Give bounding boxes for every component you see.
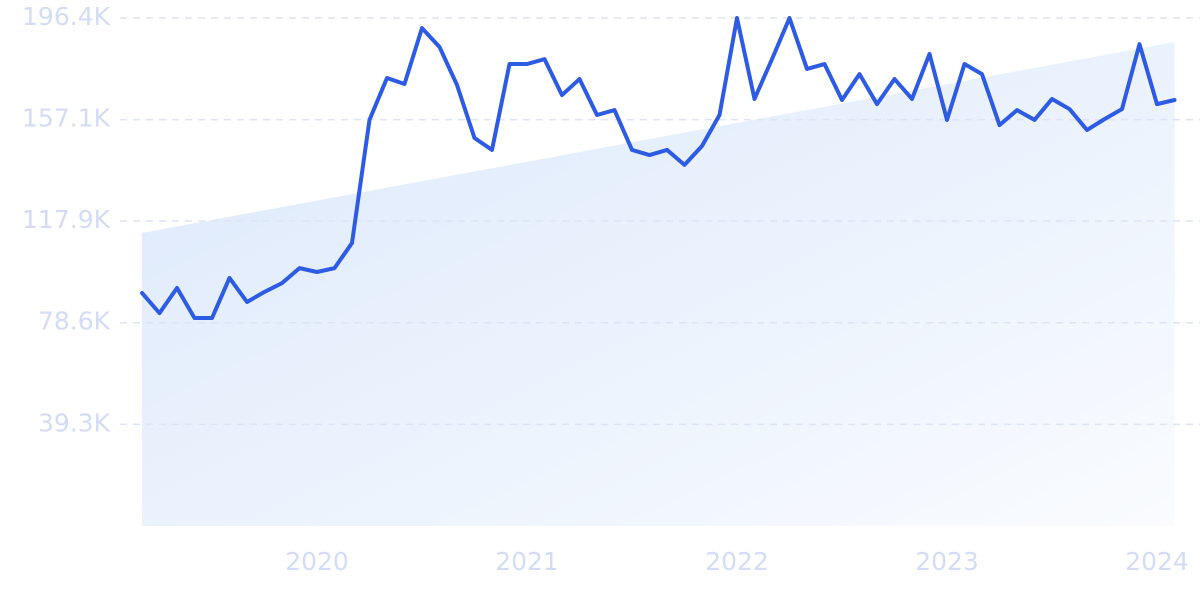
x-tick-label: 2021 bbox=[495, 547, 559, 576]
x-tick-label: 2023 bbox=[915, 547, 979, 576]
line-series bbox=[140, 16, 1177, 321]
x-tick-label: 2024 bbox=[1125, 547, 1189, 576]
y-tick-label: 78.6K bbox=[38, 307, 111, 336]
y-tick-label: 157.1K bbox=[22, 104, 111, 133]
y-tick-label: 39.3K bbox=[38, 408, 111, 437]
y-tick-label: 196.4K bbox=[22, 2, 111, 31]
x-tick-label: 2022 bbox=[705, 547, 769, 576]
trend-area bbox=[142, 42, 1175, 526]
y-tick-label: 117.9K bbox=[22, 205, 111, 234]
x-tick-label: 2020 bbox=[285, 547, 349, 576]
